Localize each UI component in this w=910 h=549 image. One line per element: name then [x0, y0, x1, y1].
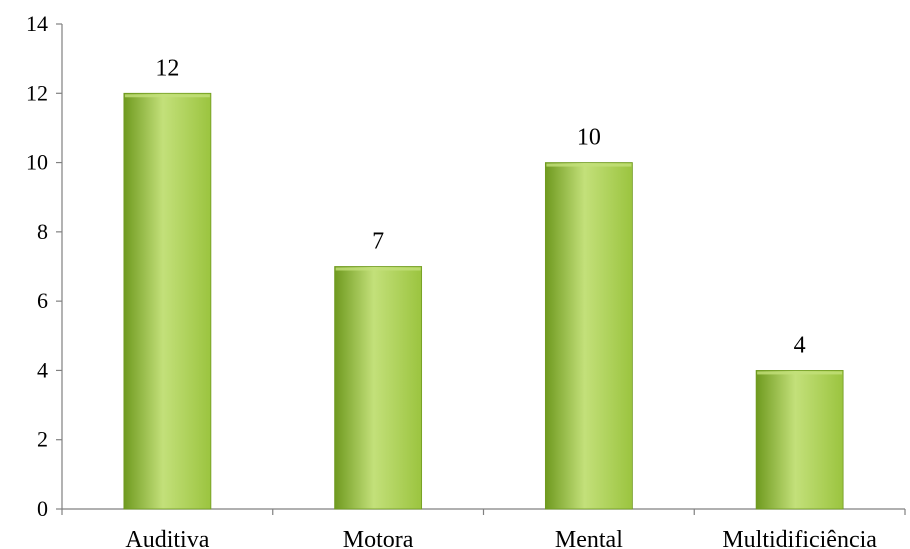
y-tick-label: 0	[37, 496, 48, 521]
bar-highlight	[546, 163, 632, 167]
y-tick-label: 10	[26, 150, 48, 175]
y-tick-label: 12	[26, 80, 48, 105]
data-label: 10	[577, 125, 601, 151]
y-tick-label: 4	[37, 357, 48, 382]
bar-mental	[544, 162, 633, 510]
bar-motora	[334, 266, 423, 510]
bar-highlight	[124, 94, 210, 98]
labels: 12 Auditiva 7 Motora 10 Mental 4 Multidificiênc…	[125, 55, 877, 549]
bars	[123, 92, 844, 510]
y-tick-label: 2	[37, 427, 48, 452]
y-tick-label: 14	[26, 11, 48, 36]
x-tick-label: Auditiva	[125, 527, 209, 549]
bar-highlight	[335, 267, 421, 271]
y-tick-label: 8	[37, 219, 48, 244]
bar-auditiva	[123, 92, 212, 510]
bar-highlight	[757, 371, 843, 375]
x-tick-label: Multidificiência	[722, 527, 877, 549]
x-tick-label: Motora	[343, 527, 414, 549]
y-tick-label: 6	[37, 288, 48, 313]
data-label: 4	[794, 332, 806, 358]
data-label: 7	[372, 229, 384, 255]
x-tick-label: Mental	[555, 527, 623, 549]
bar-multidificiência	[755, 370, 844, 510]
data-label: 12	[155, 55, 179, 81]
